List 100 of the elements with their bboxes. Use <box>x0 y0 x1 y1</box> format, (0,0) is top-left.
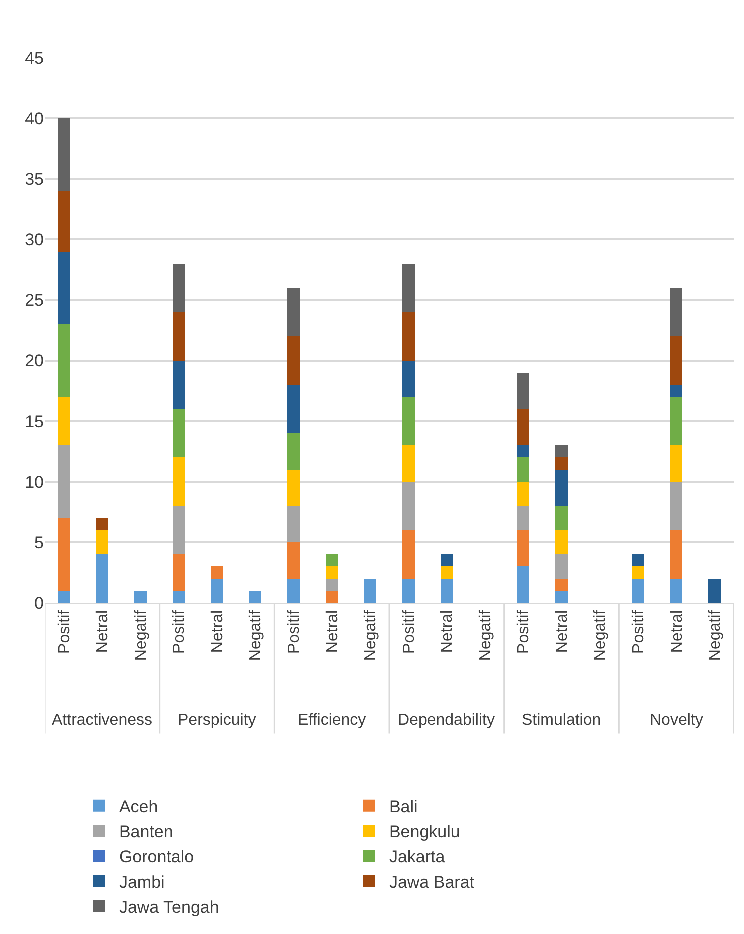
y-tick-label: 5 <box>34 533 44 552</box>
bar <box>58 446 70 518</box>
bar <box>517 566 530 603</box>
bar <box>134 590 147 603</box>
bar <box>556 446 568 458</box>
y-tick-label: 25 <box>25 291 44 310</box>
x-tick-label: Netral <box>668 610 686 654</box>
text: Attractiveness <box>52 712 152 729</box>
bar <box>632 566 644 579</box>
x-tick-label: Netral <box>209 610 226 654</box>
legend-label: Bengkulu <box>389 822 460 842</box>
bar <box>440 566 454 579</box>
x-tick-label: Negatif <box>592 610 610 662</box>
bar <box>58 191 70 252</box>
bar <box>517 506 530 530</box>
bar <box>670 530 683 579</box>
text: Novelty <box>650 712 704 729</box>
bar <box>211 566 224 579</box>
x-tick-label: Negatif <box>477 610 494 662</box>
bar <box>326 554 338 567</box>
y-tick-label: 35 <box>25 170 44 190</box>
x-tick-label: Negatif <box>362 610 380 662</box>
x-tick-label: Netral <box>554 610 571 654</box>
bar <box>172 506 186 555</box>
bar <box>288 336 300 385</box>
legend-label: Jawa Barat <box>389 872 475 892</box>
y-tick-label: 40 <box>25 110 44 129</box>
bar <box>402 360 415 398</box>
x-tick-label: Positif <box>286 610 304 654</box>
bar <box>556 590 568 603</box>
bar <box>440 578 454 603</box>
text: Dependability <box>398 712 495 729</box>
bar <box>402 446 415 482</box>
x-tick-label: Netral <box>439 610 456 654</box>
bar <box>402 482 415 530</box>
legend-label: Aceh <box>119 797 158 816</box>
bar <box>402 530 415 579</box>
y-tick-label: 20 <box>25 352 44 371</box>
x-tick-label: Positif <box>630 610 648 654</box>
bar <box>632 554 644 567</box>
legend-label: Gorontalo <box>119 848 194 867</box>
bar <box>288 288 300 337</box>
bar <box>517 530 530 567</box>
bar <box>517 372 530 410</box>
bar <box>172 590 186 603</box>
bar <box>249 590 262 603</box>
bar <box>288 506 300 542</box>
bar <box>556 554 568 579</box>
y-tick-label: 45 <box>25 48 44 68</box>
bar <box>402 578 415 603</box>
bar <box>58 590 70 603</box>
bar <box>58 252 70 324</box>
bar <box>172 554 186 591</box>
x-tick-label: Negatif <box>248 610 265 662</box>
bar <box>556 458 568 470</box>
y-tick-label: 30 <box>25 230 44 250</box>
bar <box>670 482 683 530</box>
bar <box>172 409 186 458</box>
bar <box>96 530 109 555</box>
legend-label: Jawa Tengah <box>119 898 220 917</box>
bar <box>402 397 415 446</box>
bar <box>288 433 300 470</box>
text: Efficiency <box>298 712 366 729</box>
x-tick-label: Positif <box>516 610 533 654</box>
bar <box>326 590 338 603</box>
bar <box>172 264 186 312</box>
bar <box>402 264 415 312</box>
bar <box>326 566 338 579</box>
bar <box>517 458 530 482</box>
y-tick-label: 0 <box>34 594 44 613</box>
bar <box>632 578 644 603</box>
bar <box>96 518 109 530</box>
text: Perspicuity <box>178 712 256 729</box>
bar <box>517 482 530 506</box>
bar <box>288 385 300 434</box>
bar <box>58 324 70 398</box>
y-tick-label: 10 <box>25 472 44 492</box>
bar <box>556 506 568 530</box>
x-tick-label: Netral <box>324 610 342 654</box>
bar <box>670 288 683 337</box>
x-tick-label: Positif <box>56 610 74 654</box>
x-tick-label: Positif <box>171 610 188 654</box>
bar <box>670 385 683 398</box>
bar <box>670 446 683 482</box>
legend-label: Bali <box>389 797 418 816</box>
bar <box>172 312 186 361</box>
bar <box>58 118 70 192</box>
legend-label: Jambi <box>119 872 165 892</box>
bar <box>288 470 300 506</box>
bar <box>670 578 683 603</box>
bar <box>670 397 683 446</box>
bar <box>670 336 683 385</box>
x-tick-label: Positif <box>400 610 418 654</box>
bar <box>326 578 338 591</box>
bar <box>288 542 300 579</box>
bar <box>556 470 568 506</box>
bar <box>364 578 376 603</box>
x-tick-label: Netral <box>94 610 112 654</box>
bar <box>708 578 721 603</box>
x-tick-label: Negatif <box>132 610 150 662</box>
